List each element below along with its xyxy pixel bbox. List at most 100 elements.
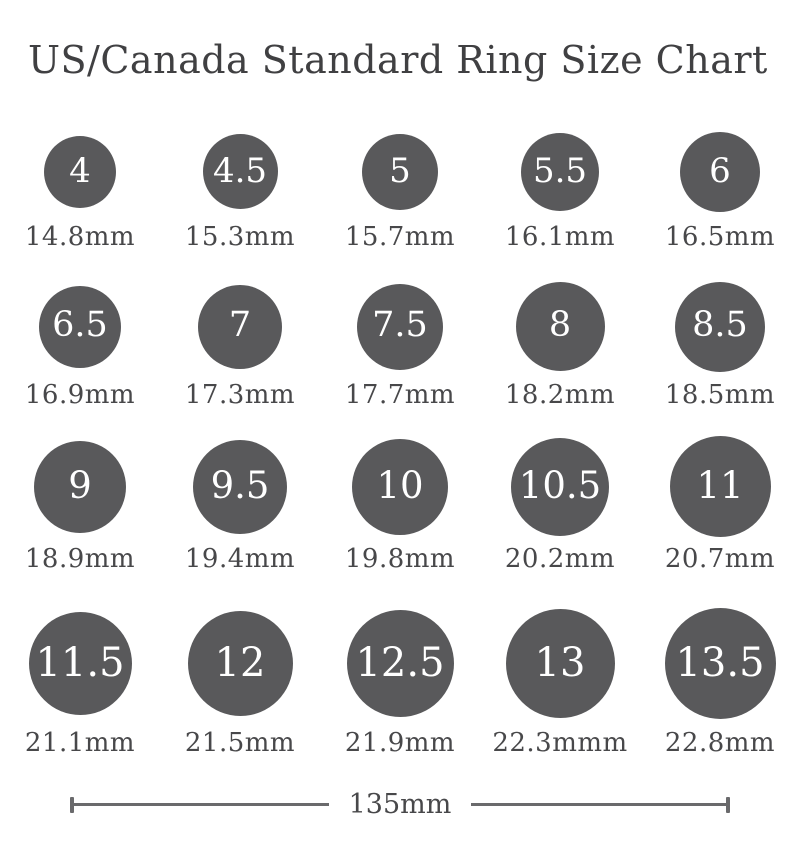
ring-size-number: 13.5: [675, 639, 765, 686]
ring-size-cell: 7 17.3mm: [160, 278, 320, 410]
ring-size-cell: 10.5 20.2mm: [480, 434, 640, 574]
ring-diameter-label: 20.2mm: [504, 543, 616, 574]
ring-circle: 12: [187, 611, 293, 717]
ring-circle-box: 7.5: [357, 278, 443, 376]
ring-size-cell: 13.5 22.8mm: [640, 604, 800, 758]
ring-circle-box: 7: [198, 278, 282, 376]
ring-size-number: 13: [534, 639, 586, 686]
ring-circle: 4.5: [202, 134, 278, 210]
ring-size-number: 4.5: [212, 150, 268, 191]
ring-circle: 11.5: [28, 612, 132, 716]
ruler-right-tick: [726, 796, 730, 813]
ring-size-cell: 10 19.8mm: [320, 434, 480, 574]
ring-diameter-label: 16.9mm: [24, 379, 136, 410]
ring-diameter-label: 19.4mm: [184, 543, 296, 574]
ruler-line-left: [74, 803, 329, 807]
ring-size-number: 5: [389, 150, 411, 191]
ring-circle-box: 11.5: [28, 604, 132, 724]
ring-circle: 7.5: [357, 283, 443, 370]
ring-size-row: 4 14.8mm 4.5 15.3mm 5 15.7mm 5.5 16.1mm 6 16.5mm: [0, 126, 800, 252]
ring-size-number: 4: [69, 150, 91, 191]
ring-size-cell: 6.5 16.9mm: [0, 278, 160, 410]
ring-diameter-label: 22.3mmm: [492, 727, 628, 758]
ring-circle: 11: [669, 436, 771, 538]
ring-size-number: 7: [228, 305, 252, 346]
ring-diameter-label: 14.8mm: [24, 221, 136, 252]
ruler-left-tick: [70, 796, 74, 813]
ring-diameter-label: 15.3mm: [184, 221, 296, 252]
ruler-line-right: [471, 803, 726, 807]
ring-circle: 9: [34, 440, 126, 533]
ring-circle-box: 8.5: [675, 278, 765, 376]
ring-circle-box: 13: [505, 604, 615, 724]
ring-size-number: 12: [214, 639, 266, 686]
ring-size-number: 12.5: [355, 639, 445, 686]
ring-size-row: 6.5 16.9mm 7 17.3mm 7.5 17.7mm 8 18.2mm 8.5 18.5m…: [0, 278, 800, 410]
ring-circle: 6: [680, 131, 760, 212]
ring-size-cell: 7.5 17.7mm: [320, 278, 480, 410]
ring-size-cell: 6 16.5mm: [640, 126, 800, 252]
ring-size-number: 11: [696, 464, 744, 508]
ring-size-cell: 9.5 19.4mm: [160, 434, 320, 574]
ring-circle-box: 12.5: [346, 604, 454, 724]
ring-circle-box: 6: [680, 126, 760, 218]
ring-size-cell: 5.5 16.1mm: [480, 126, 640, 252]
ring-circle-box: 9: [34, 434, 126, 540]
ring-circle: 6.5: [39, 285, 121, 368]
ring-circle: 10: [352, 438, 448, 535]
ring-diameter-label: 16.1mm: [504, 221, 616, 252]
ring-diameter-label: 20.7mm: [664, 543, 776, 574]
ring-size-number: 10: [376, 464, 424, 508]
ring-grid: 4 14.8mm 4.5 15.3mm 5 15.7mm 5.5 16.1mm 6 16.5mm 6…: [0, 126, 800, 758]
ring-size-number: 5.5: [532, 150, 588, 191]
ring-diameter-label: 18.9mm: [24, 543, 136, 574]
ring-size-cell: 13 22.3mmm: [480, 604, 640, 758]
ring-size-cell: 4 14.8mm: [0, 126, 160, 252]
ring-circle: 8.5: [675, 281, 765, 372]
scale-ruler: 135mm: [70, 791, 730, 818]
page-title: US/Canada Standard Ring Size Chart: [28, 38, 768, 82]
ring-diameter-label: 17.7mm: [344, 379, 456, 410]
ring-size-number: 11.5: [35, 639, 125, 686]
ring-circle-box: 6.5: [39, 278, 121, 376]
ring-size-number: 6.5: [52, 305, 108, 346]
ring-size-cell: 9 18.9mm: [0, 434, 160, 574]
ring-diameter-label: 21.9mm: [344, 727, 456, 758]
ring-size-cell: 12 21.5mm: [160, 604, 320, 758]
ring-circle-box: 12: [187, 604, 293, 724]
ring-diameter-label: 21.5mm: [184, 727, 296, 758]
ring-size-cell: 12.5 21.9mm: [320, 604, 480, 758]
ring-circle-box: 13.5: [664, 604, 776, 724]
ring-circle-box: 5: [362, 126, 438, 218]
ring-circle-box: 11: [669, 434, 771, 540]
ring-size-cell: 8 18.2mm: [480, 278, 640, 410]
ring-circle: 8: [515, 282, 605, 372]
ring-circle: 5.5: [521, 132, 599, 211]
ring-size-number: 8.5: [692, 305, 748, 346]
ring-circle-box: 4: [44, 126, 116, 218]
ring-diameter-label: 18.2mm: [504, 379, 616, 410]
ring-circle-box: 8: [515, 278, 605, 376]
ring-circle-box: 4.5: [202, 126, 278, 218]
ring-circle-box: 5.5: [521, 126, 599, 218]
ring-size-number: 9.5: [210, 464, 270, 508]
ring-circle: 13: [505, 609, 615, 719]
ring-diameter-label: 15.7mm: [344, 221, 456, 252]
ring-diameter-label: 16.5mm: [664, 221, 776, 252]
ring-size-row: 9 18.9mm 9.5 19.4mm 10 19.8mm 10.5 20.2mm 11 20.7…: [0, 434, 800, 574]
ring-size-row: 11.5 21.1mm 12 21.5mm 12.5 21.9mm 13 22.3mmm 13.…: [0, 604, 800, 758]
ring-diameter-label: 17.3mm: [184, 379, 296, 410]
ring-circle-box: 10: [352, 434, 448, 540]
ring-diameter-label: 19.8mm: [344, 543, 456, 574]
ring-size-number: 6: [709, 150, 731, 191]
ring-circle: 9.5: [193, 439, 287, 534]
ring-circle-box: 10.5: [511, 434, 609, 540]
ring-size-cell: 5 15.7mm: [320, 126, 480, 252]
ring-diameter-label: 22.8mm: [664, 727, 776, 758]
ring-circle-box: 9.5: [193, 434, 287, 540]
ring-circle: 4: [44, 135, 116, 208]
ring-circle: 10.5: [511, 437, 609, 536]
ring-size-cell: 8.5 18.5mm: [640, 278, 800, 410]
ring-size-cell: 11 20.7mm: [640, 434, 800, 574]
